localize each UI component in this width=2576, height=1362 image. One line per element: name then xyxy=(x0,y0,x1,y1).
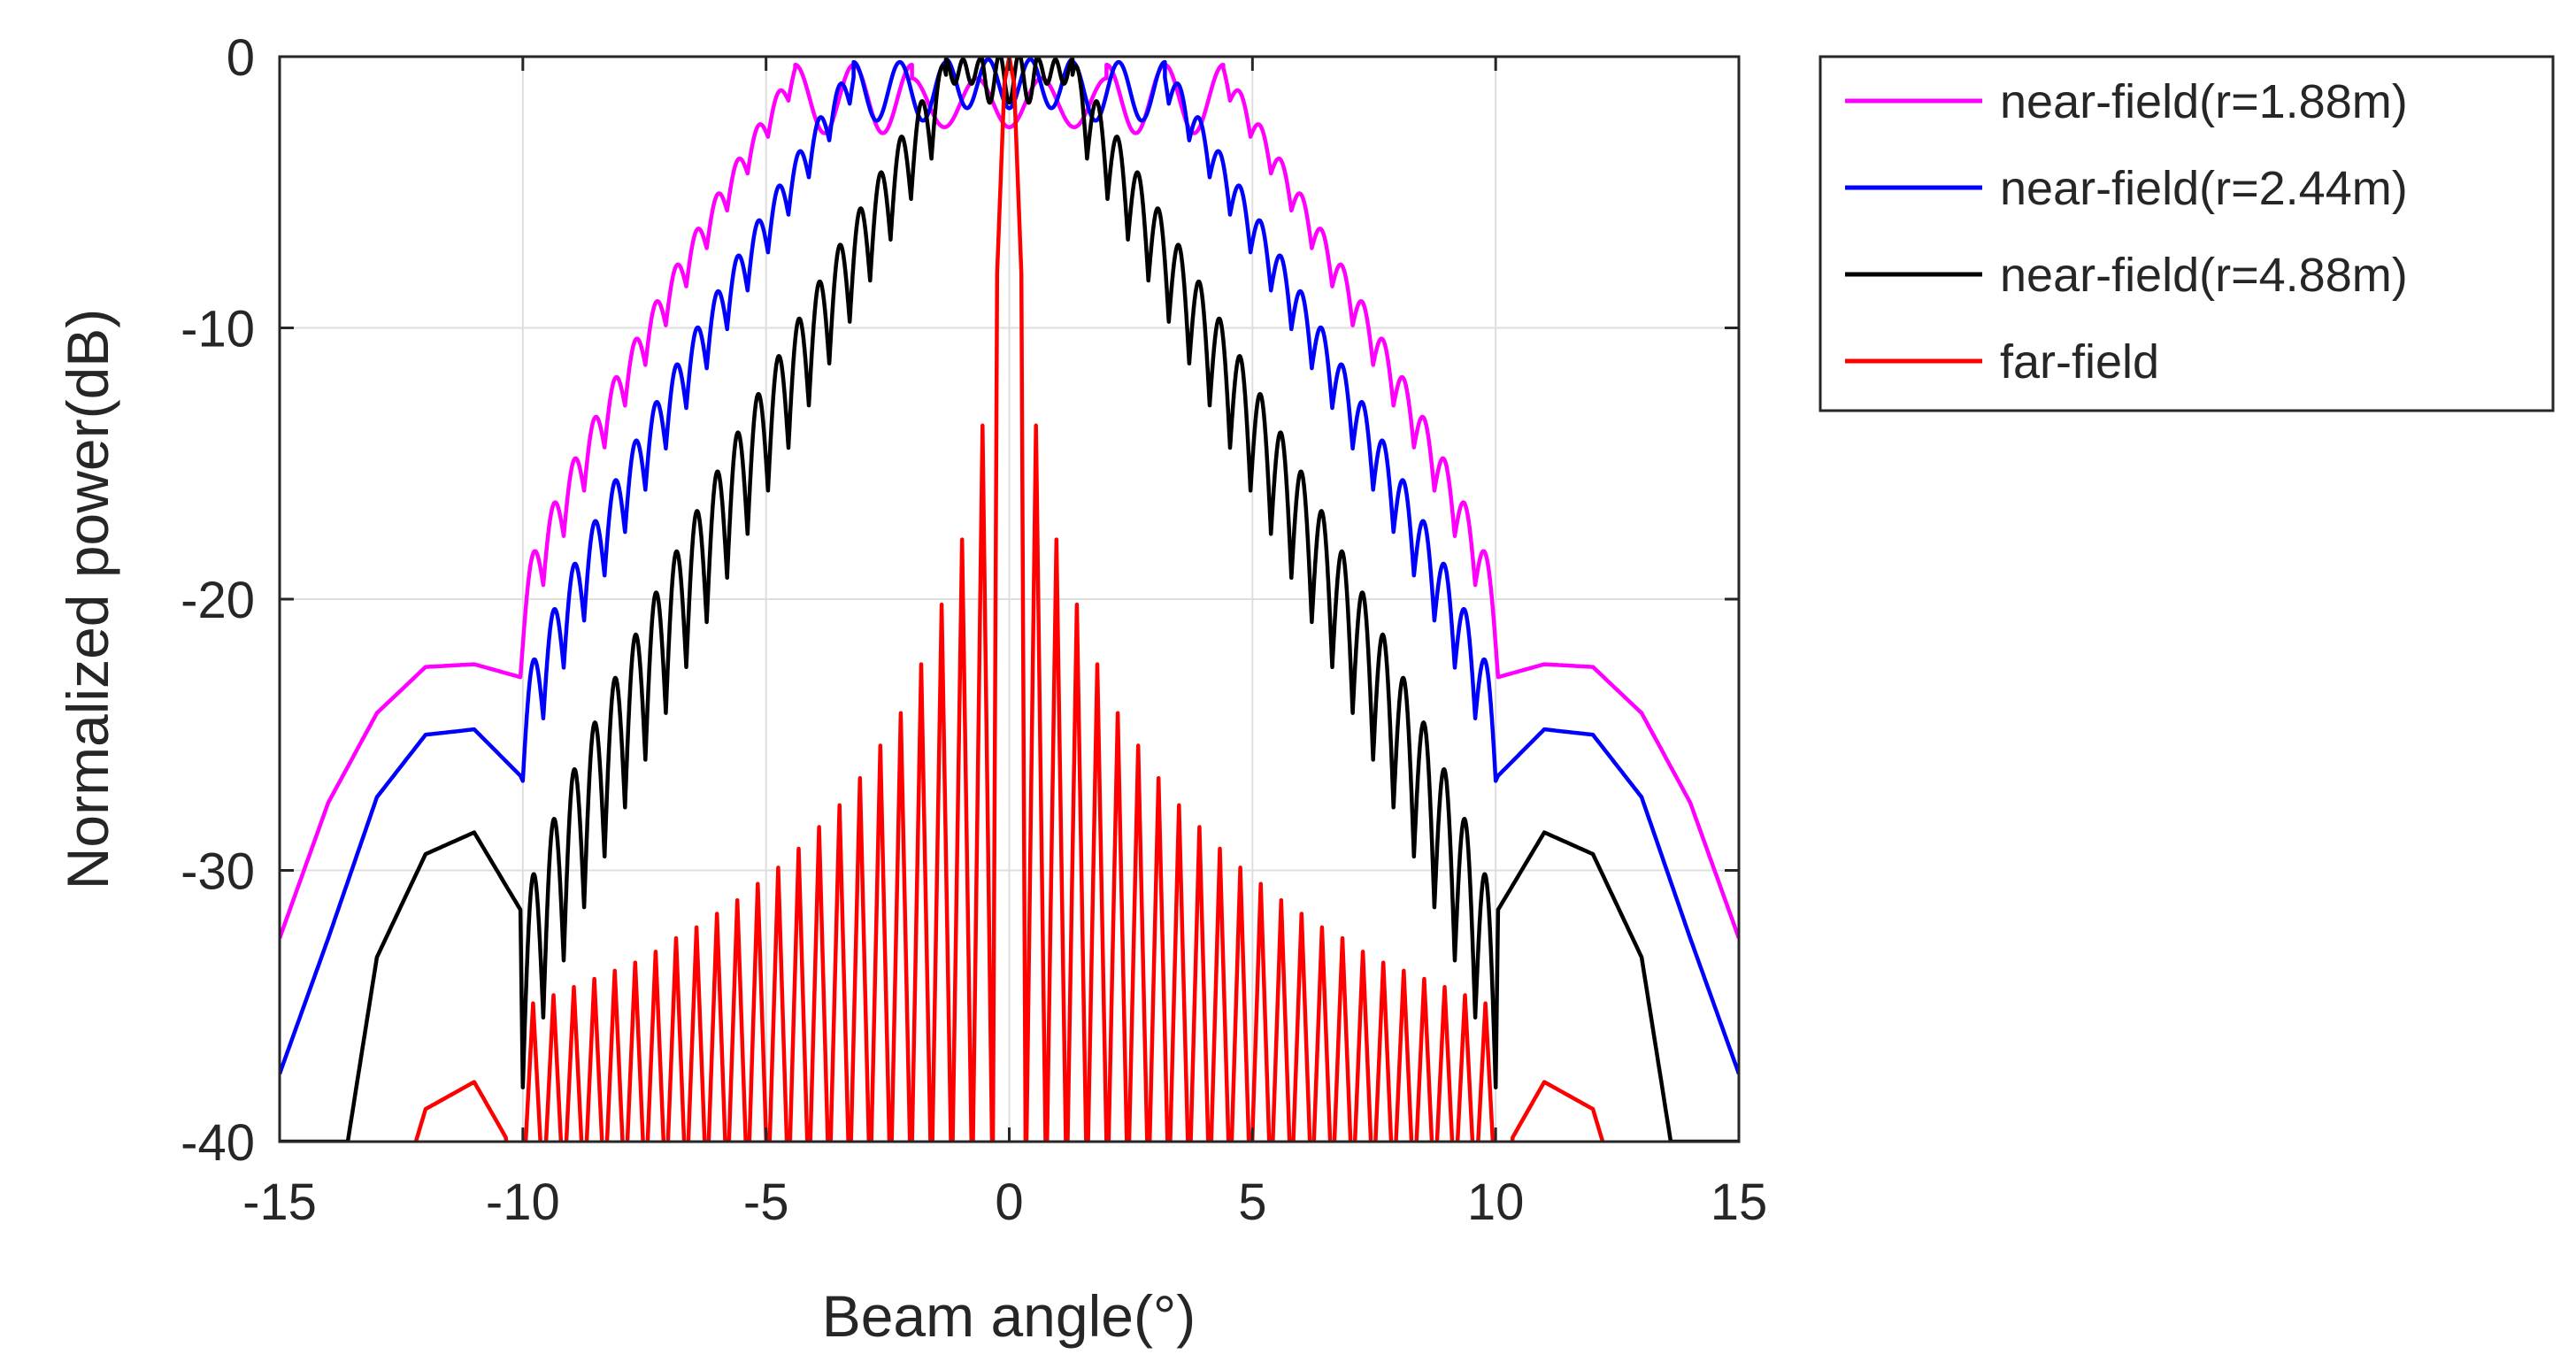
x-tick-label: 15 xyxy=(1711,1173,1768,1231)
y-tick-label: -30 xyxy=(181,843,255,901)
series-line-near-field-r-4-88m- xyxy=(280,57,1739,1142)
axis-ticks: -15 -10 -5 0 5 10 15 0 -10 -20 -30 -40 xyxy=(181,29,1767,1231)
legend: near-field(r=1.88m) near-field(r=2.44m) … xyxy=(1819,55,2555,412)
series-group xyxy=(280,57,1739,1142)
legend-label-nf-4-88: near-field(r=4.88m) xyxy=(2000,249,2408,302)
x-tick-label: 0 xyxy=(995,1173,1023,1231)
series-line-far-field xyxy=(413,57,1605,1142)
legend-box xyxy=(1819,55,2555,412)
series-line-near-field-r-2-44m- xyxy=(280,57,1739,1075)
y-axis-label: Normalized power(dB) xyxy=(55,309,120,890)
legend-label-far-field: far-field xyxy=(2000,335,2159,389)
x-tick-label: 10 xyxy=(1467,1173,1525,1231)
legend-label-nf-2-44: near-field(r=2.44m) xyxy=(2000,162,2408,215)
x-tick-label: 5 xyxy=(1238,1173,1266,1231)
y-tick-label: -40 xyxy=(181,1114,255,1172)
series-line-near-field-r-1-88m- xyxy=(280,62,1739,939)
x-tick-label: -10 xyxy=(486,1173,560,1231)
x-axis-label: Beam angle(°) xyxy=(822,1283,1196,1349)
y-tick-label: 0 xyxy=(227,29,255,87)
y-tick-label: -20 xyxy=(181,572,255,629)
y-tick-label: -10 xyxy=(181,301,255,358)
x-tick-label: -5 xyxy=(743,1173,789,1231)
legend-label-nf-1-88: near-field(r=1.88m) xyxy=(2000,75,2408,128)
x-tick-label: -15 xyxy=(242,1173,317,1231)
